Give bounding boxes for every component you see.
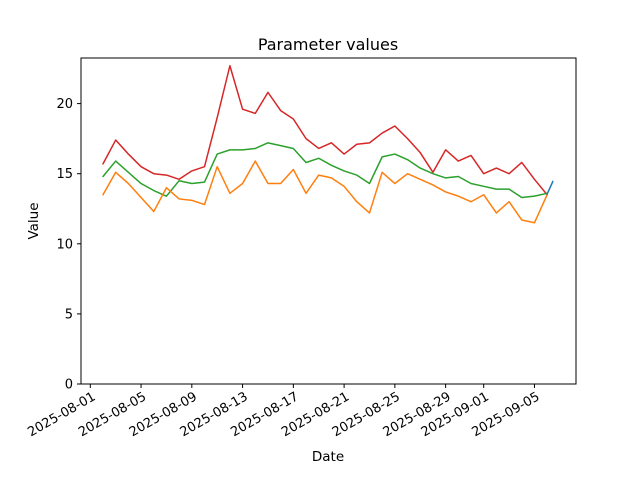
y-tick-label: 20 <box>56 97 73 112</box>
axes-box <box>80 57 577 385</box>
data-line-series-2-green <box>102 142 548 199</box>
data-line-series-3-orange <box>102 160 548 224</box>
y-tick-label: 0 <box>65 378 73 393</box>
y-axis-label: Value <box>26 202 42 239</box>
data-line-series-4-blue-short <box>546 180 554 195</box>
plot-area: 2025-08-012025-08-052025-08-092025-08-13… <box>25 57 577 440</box>
y-tick-label: 5 <box>65 307 73 322</box>
y-tick-label: 15 <box>56 167 73 182</box>
chart-title: Parameter values <box>258 35 398 54</box>
x-axis-label: Date <box>312 449 344 465</box>
y-tick-label: 10 <box>56 237 73 252</box>
data-line-series-1-red <box>102 65 548 196</box>
